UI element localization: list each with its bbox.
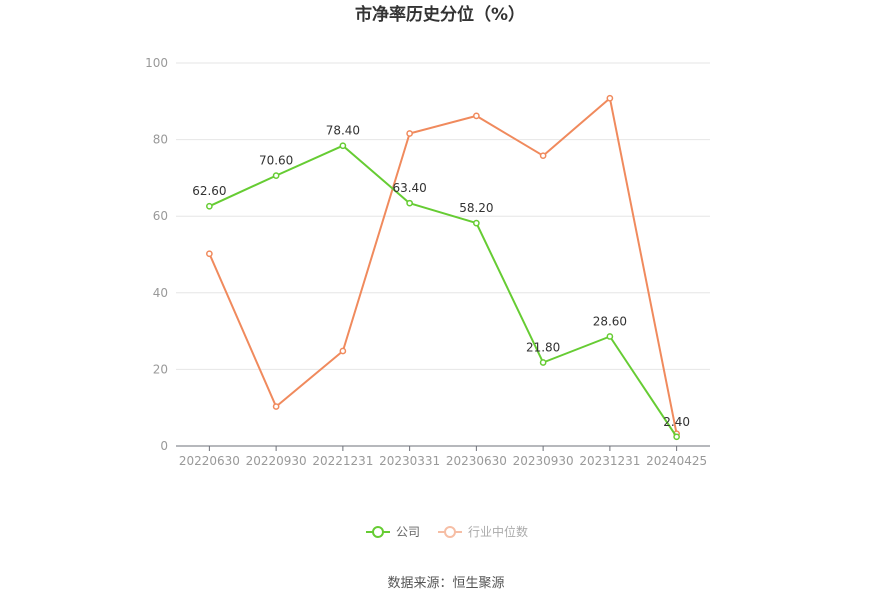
series-1-point[interactable] (339, 347, 347, 355)
series-0-point[interactable] (339, 142, 347, 150)
data-label: 63.40 (392, 181, 426, 195)
y-tick-label: 100 (145, 56, 168, 70)
legend[interactable]: 公司 行业中位数 (366, 524, 528, 539)
data-source: 数据来源：恒生聚源 (387, 576, 504, 591)
series-1-point[interactable] (272, 403, 280, 410)
axes: 0 20 40 60 80 100 20220630 20220930 20221231 2023… (145, 56, 710, 468)
data-label: 70.60 (259, 154, 293, 168)
plot-area (206, 94, 680, 441)
data-label: 58.20 (459, 201, 493, 215)
legend-item-1[interactable]: 行业中位数 (438, 524, 528, 539)
series-1-point[interactable] (206, 250, 213, 258)
chart-title: 市净率历史分位（%） (355, 4, 525, 25)
series-1-point[interactable] (406, 130, 413, 137)
series-0-point[interactable] (673, 433, 680, 441)
series-0-point[interactable] (539, 359, 547, 366)
x-tick-label: 20220930 (246, 454, 307, 468)
series-0-point[interactable] (406, 199, 413, 207)
legend-marker (444, 526, 456, 538)
x-tick-label: 20231231 (579, 454, 640, 468)
series-0-point[interactable] (206, 202, 213, 210)
series-0-point[interactable] (606, 333, 614, 340)
y-tick-label: 40 (153, 286, 168, 300)
series-1-point[interactable] (539, 152, 547, 160)
y-tick-label: 60 (153, 209, 168, 223)
x-tick-label: 20220630 (179, 454, 240, 468)
series-line-0 (208, 144, 678, 438)
data-label: 21.80 (526, 341, 560, 355)
x-tick-label: 20221231 (312, 454, 373, 468)
legend-label: 公司 (396, 525, 420, 539)
x-tick-label: 20230630 (446, 454, 507, 468)
y-tick-label: 80 (153, 133, 168, 147)
data-label: 62.60 (192, 184, 226, 198)
data-labels: 62.60 70.60 78.40 63.40 58.20 21.80 28.60 2.40 (192, 124, 690, 429)
y-tick-label: 0 (160, 439, 168, 453)
data-label: 78.40 (326, 124, 360, 138)
series-0-point[interactable] (473, 219, 480, 227)
legend-label: 行业中位数 (468, 524, 528, 539)
series-0-point[interactable] (272, 172, 280, 179)
x-tick-label: 20230930 (513, 454, 574, 468)
series-1-point[interactable] (606, 94, 614, 102)
legend-item-0[interactable]: 公司 (366, 525, 420, 539)
y-tick-label: 20 (153, 362, 168, 376)
series-1-point[interactable] (473, 112, 480, 120)
grid (176, 62, 710, 370)
data-label: 28.60 (593, 314, 627, 328)
x-tick-label: 20240425 (646, 454, 707, 468)
x-tick-label: 20230331 (379, 454, 440, 468)
data-label: 2.40 (663, 415, 690, 429)
legend-marker (372, 526, 384, 538)
series-line-1 (208, 97, 678, 434)
